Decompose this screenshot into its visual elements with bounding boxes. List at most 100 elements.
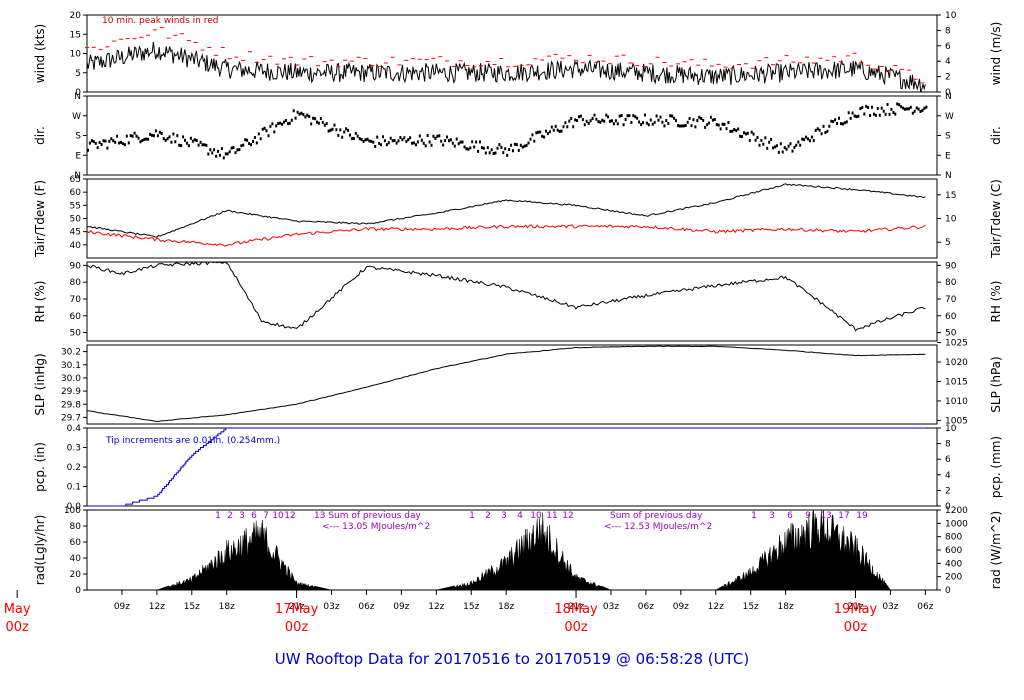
ytick-label-left-rad: 100 bbox=[64, 506, 81, 516]
ytick-label-right-rh: 60 bbox=[945, 312, 957, 322]
tdew-line bbox=[86, 224, 926, 247]
ytick-label-left-rh: 80 bbox=[70, 278, 82, 288]
ytick-label-right-pcp: 0 bbox=[945, 502, 951, 512]
ytick-label-left-rad: 40 bbox=[70, 554, 82, 564]
ytick-label-right-rh: 50 bbox=[945, 329, 957, 339]
ytick-label-right-slp: 1015 bbox=[945, 377, 968, 387]
wind-annotation: 10 min. peak winds in red bbox=[102, 16, 219, 26]
rad-hour-mark-day2: 12 bbox=[562, 511, 573, 521]
ylabel-right-temp: Tair/Tdew (C) bbox=[989, 179, 1003, 259]
day-hour-label: 00z bbox=[844, 620, 868, 635]
ytick-label-right-pcp: 2 bbox=[945, 486, 951, 496]
ytick-label-left-pcp: 0.4 bbox=[67, 424, 82, 434]
rad-hour-mark-day2: 11 bbox=[546, 511, 557, 521]
direction-points bbox=[87, 102, 928, 160]
ylabel-left-slp: SLP (inHg) bbox=[33, 353, 47, 415]
ylabel-right-wind: wind (m/s) bbox=[989, 22, 1003, 86]
time-tick-label: 03z bbox=[323, 602, 339, 612]
pcp-annotation: Tip increments are 0.01in. (0.254mm.) bbox=[105, 436, 280, 446]
ytick-label-right-wind: 6 bbox=[945, 42, 951, 52]
rad-hour-mark-day3: 1 bbox=[751, 511, 757, 521]
ytick-label-left-temp: 65 bbox=[70, 175, 81, 185]
time-tick-label: 09z bbox=[673, 602, 689, 612]
rad-hour-mark-day1: 7 bbox=[263, 511, 269, 521]
rad-hour-mark-day2: 1 bbox=[469, 511, 475, 521]
time-tick-label: 15z bbox=[743, 602, 759, 612]
rad-hour-mark-day2: 4 bbox=[517, 511, 523, 521]
day-hour-label: 00z bbox=[564, 620, 588, 635]
ytick-label-left-wind: 15 bbox=[70, 30, 81, 40]
ytick-label-left-slp: 29.7 bbox=[61, 413, 81, 423]
time-tick-label: 06z bbox=[638, 602, 654, 612]
ytick-label-left-rh: 70 bbox=[70, 295, 82, 305]
panel-frame-rh bbox=[86, 261, 938, 342]
rad-daysum-label-1: 13 Sum of previous day bbox=[314, 511, 421, 521]
rad-daysum-value-2: <--- 12.53 MJoules/m^2 bbox=[604, 522, 712, 532]
rh-line bbox=[86, 261, 926, 332]
tair-line bbox=[86, 183, 926, 238]
time-tick-label: 12z bbox=[149, 602, 165, 612]
time-tick-label: 12z bbox=[428, 602, 444, 612]
day-label: May bbox=[4, 602, 31, 617]
ylabel-left-dir: dir. bbox=[33, 126, 47, 145]
ytick-label-left-pcp: 0.1 bbox=[67, 483, 81, 493]
time-tick-label: 21z bbox=[288, 602, 304, 612]
ytick-label-left-wind: 0 bbox=[75, 88, 81, 98]
ytick-label-right-pcp: 10 bbox=[945, 424, 957, 434]
rad-hour-mark-day3: 19 bbox=[856, 511, 868, 521]
ytick-label-left-rad: 20 bbox=[70, 570, 82, 580]
ytick-label-left-pcp: 0.2 bbox=[67, 463, 81, 473]
ytick-label-right-slp: 1005 bbox=[945, 416, 968, 426]
rad-hour-mark-day1: 2 bbox=[227, 511, 233, 521]
rad-hour-mark-day1: 6 bbox=[251, 511, 257, 521]
ytick-label-right-temp: 15 bbox=[945, 191, 956, 201]
ytick-label-right-pcp: 8 bbox=[945, 440, 951, 450]
ytick-label-right-rad: 0 bbox=[945, 586, 951, 596]
radiation-area-day-1 bbox=[156, 519, 332, 591]
ytick-label-left-temp: 45 bbox=[70, 228, 81, 238]
page-title: UW Rooftop Data for 20170516 to 20170519… bbox=[274, 650, 750, 668]
ytick-label-right-temp: 10 bbox=[945, 215, 957, 225]
ylabel-right-slp: SLP (hPa) bbox=[989, 356, 1003, 412]
ytick-label-left-pcp: 0.3 bbox=[67, 444, 81, 454]
ytick-label-left-dir: N bbox=[74, 171, 81, 181]
ylabel-right-rh: RH (%) bbox=[989, 281, 1003, 323]
ylabel-left-pcp: pcp. (in) bbox=[33, 442, 47, 492]
day-hour-label: 00z bbox=[285, 620, 309, 635]
ytick-label-left-dir: W bbox=[72, 112, 81, 122]
rad-hour-mark-day3: 17 bbox=[838, 511, 849, 521]
panel-frame-wind bbox=[86, 14, 938, 93]
precip-line bbox=[87, 427, 926, 507]
ytick-label-left-slp: 29.8 bbox=[61, 400, 81, 410]
ytick-label-left-wind: 20 bbox=[70, 11, 82, 21]
day-label: 17May bbox=[275, 602, 319, 617]
ytick-label-right-dir: W bbox=[945, 112, 954, 122]
wind-speed-line bbox=[86, 41, 926, 93]
ylabel-left-temp: Tair/Tdew (F) bbox=[33, 180, 47, 258]
ytick-label-right-wind: 4 bbox=[945, 57, 951, 67]
time-tick-label: 15z bbox=[184, 602, 200, 612]
radiation-area-day-3 bbox=[714, 509, 891, 591]
ytick-label-left-rad: 0 bbox=[75, 586, 81, 596]
ytick-label-left-dir: E bbox=[75, 151, 81, 161]
ylabel-left-wind: wind (kts) bbox=[33, 24, 47, 83]
ytick-label-left-slp: 30.1 bbox=[61, 361, 81, 371]
ytick-label-right-rh: 90 bbox=[945, 261, 957, 271]
time-tick-label: 09z bbox=[114, 602, 130, 612]
ylabel-left-rh: RH (%) bbox=[33, 281, 47, 323]
time-tick-label: 12z bbox=[708, 602, 724, 612]
time-tick-label: 15z bbox=[463, 602, 479, 612]
day-label: 19May bbox=[834, 602, 878, 617]
ytick-label-right-dir: S bbox=[945, 132, 951, 142]
rad-hour-mark-day1: 3 bbox=[239, 511, 245, 521]
ytick-label-left-slp: 30.2 bbox=[61, 348, 81, 358]
rad-hour-mark-day2: 3 bbox=[501, 511, 507, 521]
rad-hour-mark-day3: 13 bbox=[820, 511, 831, 521]
time-tick-label: 18z bbox=[219, 602, 235, 612]
ytick-label-right-rh: 80 bbox=[945, 278, 957, 288]
panel-frame-temp bbox=[86, 178, 938, 259]
ytick-label-right-slp: 1025 bbox=[945, 339, 968, 349]
ytick-label-left-temp: 50 bbox=[70, 215, 82, 225]
